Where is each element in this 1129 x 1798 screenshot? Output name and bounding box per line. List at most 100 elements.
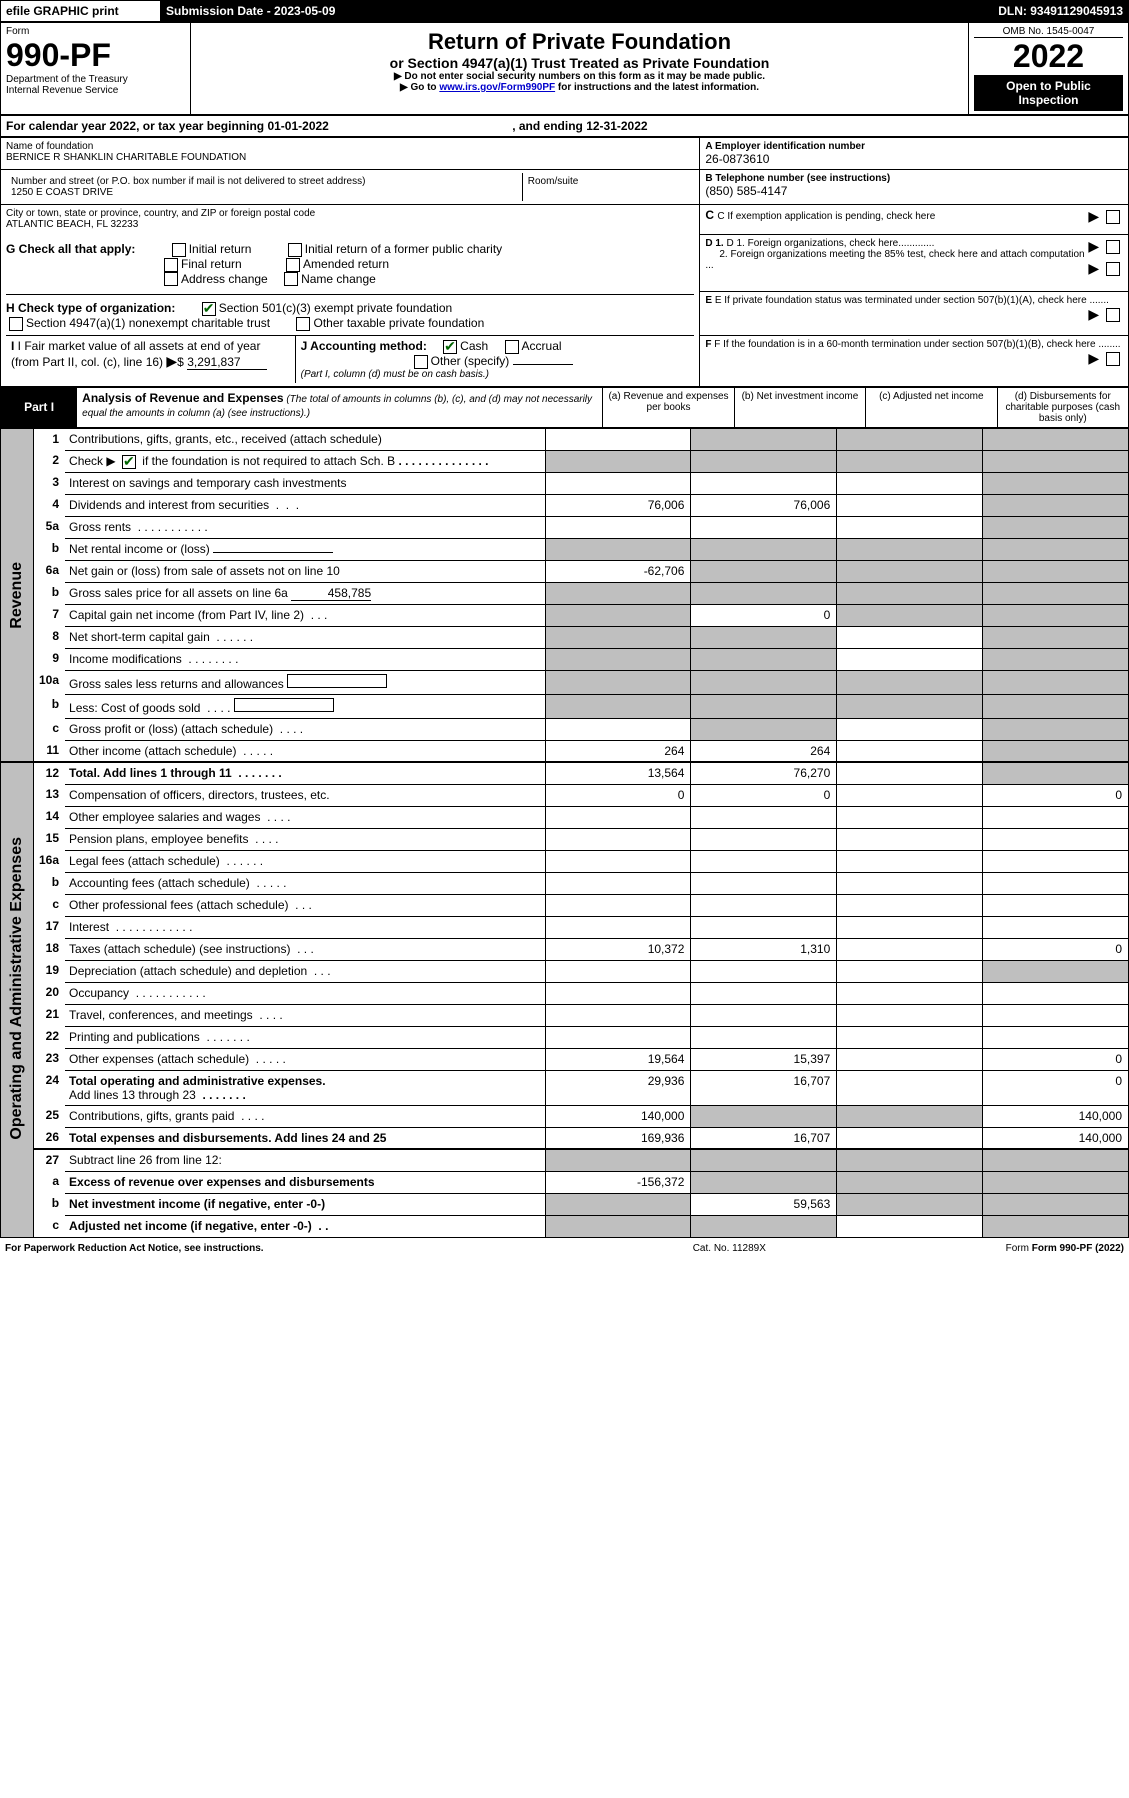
line14-label: Other employee salaries and wages . . . … bbox=[65, 806, 545, 828]
line4-a: 76,006 bbox=[545, 494, 691, 516]
address-value: 1250 E COAST DRIVE bbox=[11, 187, 517, 198]
line11-a: 264 bbox=[545, 740, 691, 762]
h-check-row: H Check type of organization: Section 50… bbox=[6, 294, 694, 331]
phone-value: (850) 585-4147 bbox=[705, 184, 1123, 198]
revenue-section-label: Revenue bbox=[6, 552, 28, 639]
line24-d: 0 bbox=[983, 1070, 1129, 1105]
efile-header-bar: efile GRAPHIC print Submission Date - 20… bbox=[0, 0, 1129, 22]
foreign-85-checkbox[interactable] bbox=[1106, 262, 1120, 276]
line8-label: Net short-term capital gain . . . . . . bbox=[65, 626, 545, 648]
line27b-b: 59,563 bbox=[691, 1193, 837, 1215]
line6b-label: Gross sales price for all assets on line… bbox=[65, 582, 545, 604]
line23-a: 19,564 bbox=[545, 1048, 691, 1070]
line23-label: Other expenses (attach schedule) . . . .… bbox=[65, 1048, 545, 1070]
form-note1: ▶ Do not enter social security numbers o… bbox=[196, 71, 963, 82]
form990pf-link[interactable]: www.irs.gov/Form990PF bbox=[439, 82, 555, 93]
line13-d: 0 bbox=[983, 784, 1129, 806]
submission-date: Submission Date - 2023-05-09 bbox=[161, 1, 461, 22]
city-value: ATLANTIC BEACH, FL 32233 bbox=[6, 219, 694, 230]
col-c-header: (c) Adjusted net income bbox=[866, 387, 997, 427]
line1-label: Contributions, gifts, grants, etc., rece… bbox=[65, 428, 545, 450]
part1-table: Revenue 1 Contributions, gifts, grants, … bbox=[0, 428, 1129, 1238]
foundation-name-label: Name of foundation bbox=[6, 141, 694, 152]
exemption-pending-checkbox[interactable] bbox=[1106, 210, 1120, 224]
line13-label: Compensation of officers, directors, tru… bbox=[65, 784, 545, 806]
initial-return-checkbox[interactable] bbox=[172, 243, 186, 257]
form-footer: For Paperwork Reduction Act Notice, see … bbox=[0, 1240, 1129, 1257]
line19-label: Depreciation (attach schedule) and deple… bbox=[65, 960, 545, 982]
line11-b: 264 bbox=[691, 740, 837, 762]
initial-former-checkbox[interactable] bbox=[288, 243, 302, 257]
line10c-label: Gross profit or (loss) (attach schedule)… bbox=[65, 718, 545, 740]
line6a-a: -62,706 bbox=[545, 560, 691, 582]
room-suite-label: Room/suite bbox=[522, 173, 694, 201]
line27a-a: -156,372 bbox=[545, 1171, 691, 1193]
fmv-value: 3,291,837 bbox=[187, 355, 267, 370]
accrual-checkbox[interactable] bbox=[505, 340, 519, 354]
line27c-label: Adjusted net income (if negative, enter … bbox=[65, 1215, 545, 1237]
address-change-checkbox[interactable] bbox=[164, 272, 178, 286]
501c3-checkbox[interactable] bbox=[202, 302, 216, 316]
line2-label: Check ▶ if the foundation is not require… bbox=[65, 450, 545, 472]
line20-label: Occupancy . . . . . . . . . . . bbox=[65, 982, 545, 1004]
omb-number: OMB No. 1545-0047 bbox=[974, 26, 1123, 38]
line18-b: 1,310 bbox=[691, 938, 837, 960]
line4-b: 76,006 bbox=[691, 494, 837, 516]
name-change-checkbox[interactable] bbox=[284, 272, 298, 286]
line9-label: Income modifications . . . . . . . . bbox=[65, 648, 545, 670]
line21-label: Travel, conferences, and meetings . . . … bbox=[65, 1004, 545, 1026]
dept-treasury: Department of the Treasury bbox=[6, 74, 185, 85]
col-a-header: (a) Revenue and expenses per books bbox=[603, 387, 734, 427]
part1-title: Analysis of Revenue and Expenses bbox=[82, 391, 283, 405]
foreign-org-checkbox[interactable] bbox=[1106, 240, 1120, 254]
60month-checkbox[interactable] bbox=[1106, 352, 1120, 366]
line10a-label: Gross sales less returns and allowances bbox=[65, 670, 545, 694]
col-b-header: (b) Net investment income bbox=[734, 387, 865, 427]
expenses-section-label: Operating and Administrative Expenses bbox=[6, 827, 28, 1150]
other-method-checkbox[interactable] bbox=[414, 355, 428, 369]
line26-a: 169,936 bbox=[545, 1127, 691, 1149]
line24-label: Total operating and administrative expen… bbox=[65, 1070, 545, 1105]
tax-year: 2022 bbox=[974, 38, 1123, 75]
col-d-header: (d) Disbursements for charitable purpose… bbox=[997, 387, 1128, 427]
line12-label: Total. Add lines 1 through 11 . . . . . … bbox=[65, 762, 545, 784]
line6a-label: Net gain or (loss) from sale of assets n… bbox=[65, 560, 545, 582]
other-taxable-checkbox[interactable] bbox=[296, 317, 310, 331]
line25-a: 140,000 bbox=[545, 1105, 691, 1127]
irs-label: Internal Revenue Service bbox=[6, 85, 185, 96]
line27-label: Subtract line 26 from line 12: bbox=[65, 1149, 545, 1171]
line23-d: 0 bbox=[983, 1048, 1129, 1070]
open-inspection: Open to Public Inspection bbox=[974, 75, 1123, 111]
4947-checkbox[interactable] bbox=[9, 317, 23, 331]
amended-return-checkbox[interactable] bbox=[286, 258, 300, 272]
cash-checkbox[interactable] bbox=[443, 340, 457, 354]
line26-label: Total expenses and disbursements. Add li… bbox=[65, 1127, 545, 1149]
line4-label: Dividends and interest from securities .… bbox=[65, 494, 545, 516]
line27a-label: Excess of revenue over expenses and disb… bbox=[65, 1171, 545, 1193]
ein-label: A Employer identification number bbox=[705, 141, 1123, 152]
phone-label: B Telephone number (see instructions) bbox=[705, 173, 1123, 184]
line18-label: Taxes (attach schedule) (see instruction… bbox=[65, 938, 545, 960]
address-label: Number and street (or P.O. box number if… bbox=[11, 176, 517, 187]
line18-d: 0 bbox=[983, 938, 1129, 960]
line12-b: 76,270 bbox=[691, 762, 837, 784]
line13-a: 0 bbox=[545, 784, 691, 806]
line24-a: 29,936 bbox=[545, 1070, 691, 1105]
terminated-checkbox[interactable] bbox=[1106, 308, 1120, 322]
final-return-checkbox[interactable] bbox=[164, 258, 178, 272]
calendar-year-row: For calendar year 2022, or tax year begi… bbox=[0, 115, 1129, 137]
line26-d: 140,000 bbox=[983, 1127, 1129, 1149]
line5a-label: Gross rents . . . . . . . . . . . bbox=[65, 516, 545, 538]
cat-number: Cat. No. 11289X bbox=[632, 1240, 828, 1257]
form-label: Form bbox=[6, 26, 185, 37]
line16c-label: Other professional fees (attach schedule… bbox=[65, 894, 545, 916]
line16a-label: Legal fees (attach schedule) . . . . . . bbox=[65, 850, 545, 872]
line17-label: Interest . . . . . . . . . . . . bbox=[65, 916, 545, 938]
part1-header: Part I Analysis of Revenue and Expenses … bbox=[0, 387, 1129, 428]
line11-label: Other income (attach schedule) . . . . . bbox=[65, 740, 545, 762]
schb-checkbox[interactable] bbox=[122, 455, 136, 469]
line26-b: 16,707 bbox=[691, 1127, 837, 1149]
line24-b: 16,707 bbox=[691, 1070, 837, 1105]
form-footer-id: Form Form 990-PF (2022) bbox=[827, 1240, 1129, 1257]
ein-value: 26-0873610 bbox=[705, 152, 1123, 166]
